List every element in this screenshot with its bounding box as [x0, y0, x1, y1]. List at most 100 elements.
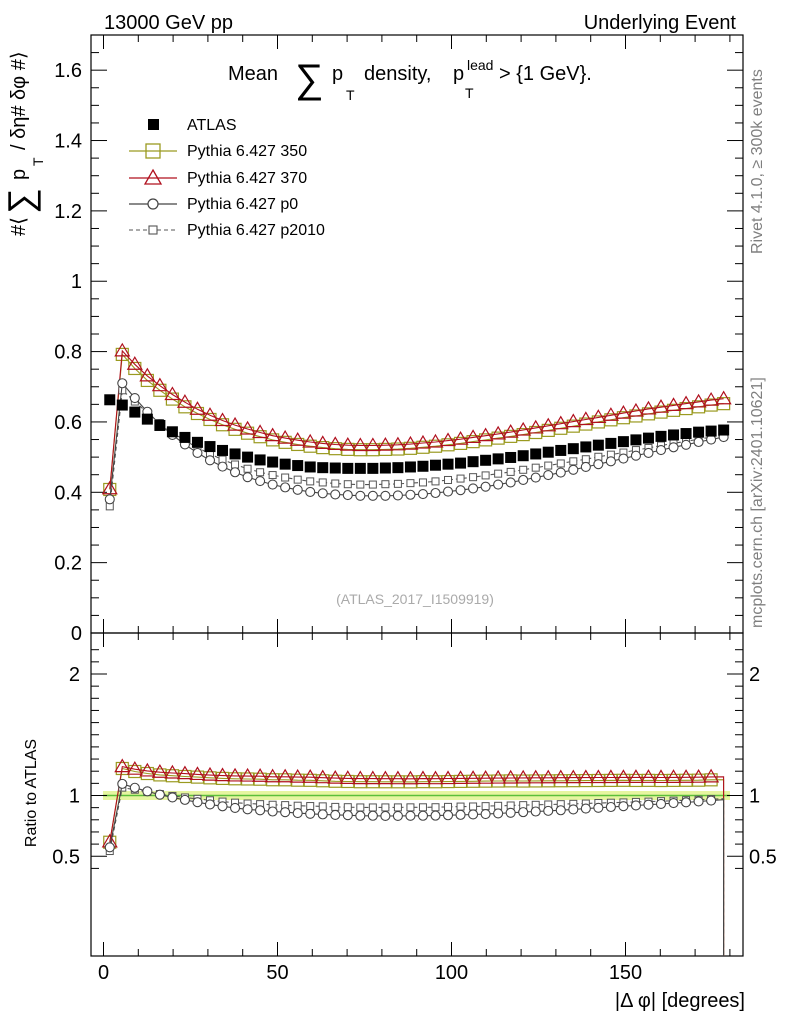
point-p2010	[418, 478, 427, 487]
point-atlas	[292, 460, 304, 472]
point-p370	[364, 437, 381, 452]
point-p370	[302, 433, 319, 448]
point-p2010	[519, 465, 528, 474]
point-atlas	[104, 394, 116, 406]
point-atlas	[191, 436, 203, 448]
point-p2010	[506, 467, 515, 476]
point-p0	[330, 489, 341, 500]
ratio-point-p0	[530, 806, 541, 817]
point-p370	[239, 420, 256, 435]
point-p0	[518, 474, 529, 486]
ratio-point-p0	[392, 810, 403, 821]
ratio-series-p0	[104, 778, 725, 956]
ratio-point-p2010	[431, 803, 440, 812]
ratio-tick-label: 0.5	[52, 846, 80, 868]
legend-p0-marker	[147, 198, 159, 210]
x-tick-label: 50	[266, 962, 288, 984]
x-tick-label: 150	[609, 962, 642, 984]
ratio-point-p370	[652, 769, 670, 784]
ratio-y-axis-title: Ratio to ATLAS	[23, 739, 40, 847]
point-p370	[289, 432, 306, 446]
ratio-point-p0	[455, 809, 466, 820]
point-p2010	[318, 478, 327, 487]
point-p0	[543, 470, 554, 481]
point-p0	[455, 485, 466, 496]
point-p0	[305, 486, 316, 497]
ratio-point-p0	[330, 809, 341, 820]
ratio-line-p0	[109, 783, 725, 956]
legend-atlas-label: ATLAS	[187, 117, 237, 134]
ratio-point-p0	[442, 810, 454, 821]
point-p0	[568, 464, 579, 475]
ratio-point-p370	[577, 769, 594, 784]
point-atlas	[317, 462, 329, 474]
legend-p2010-marker	[148, 225, 158, 235]
ratio-point-p370	[364, 770, 381, 785]
y-tick-label: 1.6	[54, 60, 82, 82]
ratio-point-p370	[402, 770, 419, 785]
point-p0	[643, 447, 654, 458]
point-p0	[129, 392, 140, 404]
ratio-point-p0	[267, 806, 278, 817]
y-tick-label: 0.4	[54, 482, 82, 504]
point-atlas	[542, 446, 554, 458]
ratio-point-p370	[352, 770, 369, 785]
series-line-p370	[109, 349, 724, 489]
point-atlas	[442, 458, 454, 470]
point-p0	[255, 475, 266, 487]
ratio-point-p370	[252, 768, 269, 782]
y-tick-label: 0.8	[54, 342, 82, 364]
point-atlas	[342, 462, 354, 474]
ratio-point-p0	[117, 778, 128, 789]
point-p2010	[293, 475, 302, 484]
series-p370	[101, 342, 732, 495]
point-p0	[242, 472, 253, 483]
point-atlas	[480, 454, 492, 466]
point-atlas	[229, 448, 241, 460]
point-p370	[314, 435, 331, 449]
ratio-point-p2010	[368, 803, 377, 812]
title-word-mean: Mean	[228, 63, 278, 85]
legend-p2010-label: Pythia 6.427 p2010	[187, 222, 325, 239]
point-atlas	[505, 451, 517, 463]
point-p2010	[331, 479, 340, 488]
point-p370	[189, 401, 206, 415]
ratio-point-p370	[114, 758, 131, 773]
title-sub-t: T	[346, 87, 355, 103]
ratio-point-p2010	[343, 803, 352, 812]
ratio-point-p370	[465, 770, 482, 784]
ratio-point-p370	[665, 769, 682, 783]
ratio-point-p2010	[481, 802, 490, 811]
legend-p350-label: Pythia 6.427 350	[187, 143, 307, 160]
point-p0	[417, 489, 429, 500]
ratio-point-p370	[339, 770, 356, 784]
ratio-point-p2010	[469, 802, 478, 811]
ratio-series	[101, 758, 725, 956]
point-p370	[327, 436, 344, 451]
point-atlas	[179, 431, 191, 443]
ratio-tick-label: 1	[69, 786, 80, 808]
ratio-point-p0	[355, 810, 366, 821]
ratio-point-p370	[226, 767, 244, 782]
ratio-point-p0	[229, 802, 241, 813]
ratio-point-p370	[527, 769, 544, 784]
ratio-point-p370	[678, 769, 695, 783]
ratio-point-p0	[493, 808, 504, 819]
point-p0	[380, 490, 391, 501]
x-axis-title: |Δ φ| [degrees]	[615, 990, 745, 1012]
ratio-point-p0	[167, 792, 178, 803]
ratio-point-p2010	[393, 803, 402, 812]
point-atlas	[141, 413, 153, 425]
point-p0	[367, 490, 378, 501]
ratio-point-p0	[292, 808, 303, 819]
ratio-point-p370	[189, 766, 206, 781]
reference-label: (ATLAS_2017_I1509919)	[336, 591, 494, 607]
ratio-point-p370	[214, 767, 231, 782]
axis-tick-labels: 0 50 100 150 0 0.2 0.4 0.6 0.8 1 1.2 1.4 1.6 0.5 0.5 1 1…	[52, 60, 777, 984]
point-atlas	[455, 457, 467, 469]
y-tick-label: 0	[71, 623, 82, 645]
point-p2010	[381, 480, 390, 489]
ratio-point-p2010	[444, 802, 453, 811]
point-p370	[339, 436, 356, 451]
ratio-point-p370	[490, 769, 507, 784]
